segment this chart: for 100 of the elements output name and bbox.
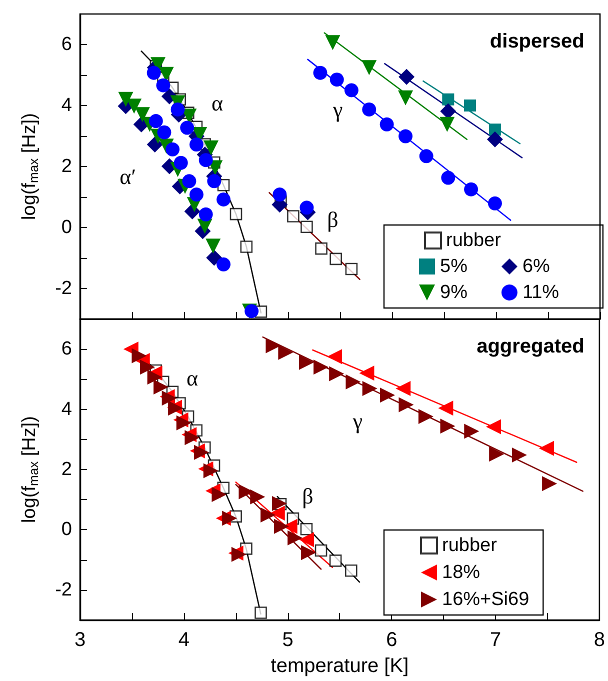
point — [489, 446, 504, 462]
point — [260, 507, 276, 522]
point — [442, 93, 454, 106]
point — [272, 188, 287, 202]
point — [198, 207, 213, 222]
point — [266, 338, 281, 354]
legend-label: 16%+Si69 — [442, 589, 530, 610]
legend-label: 11% — [522, 282, 560, 303]
point — [330, 252, 342, 266]
point — [198, 153, 213, 168]
point — [327, 349, 342, 364]
point — [346, 374, 361, 390]
x-tick-label: 8 — [594, 629, 605, 651]
point — [440, 418, 456, 434]
point — [300, 220, 313, 234]
point — [300, 522, 313, 536]
point — [344, 83, 358, 98]
point — [314, 544, 328, 557]
point — [158, 66, 174, 82]
point — [398, 397, 414, 412]
annotation: α — [186, 365, 199, 390]
point — [301, 545, 316, 560]
y-tick-label: 4 — [61, 398, 72, 420]
point — [362, 102, 376, 116]
point — [189, 138, 204, 152]
point — [398, 129, 413, 144]
point — [134, 107, 150, 122]
point — [174, 156, 188, 170]
point — [180, 120, 194, 135]
legend-label: 9% — [440, 282, 468, 303]
y-tick-label: 2 — [61, 459, 72, 480]
point — [203, 463, 218, 478]
point — [216, 257, 231, 272]
point — [486, 419, 501, 434]
point — [157, 125, 172, 140]
point — [512, 448, 527, 463]
point — [126, 98, 142, 114]
x-tick-label: 6 — [386, 629, 398, 651]
point — [156, 78, 170, 92]
point — [298, 354, 314, 370]
y-tick-label: 6 — [61, 34, 72, 55]
y-tick-label: 2 — [61, 156, 72, 177]
point — [270, 506, 285, 521]
annotation: γ — [332, 96, 344, 122]
y-tick-label: -2 — [55, 278, 72, 299]
y-axis-title: log(fmax [Hz]) — [19, 113, 41, 220]
point — [206, 238, 221, 254]
point — [419, 149, 434, 164]
annotation: β — [327, 207, 338, 232]
legend-label: 5% — [440, 256, 468, 277]
point — [440, 116, 455, 132]
x-tick-label: 4 — [178, 629, 190, 651]
point — [538, 440, 554, 456]
x-tick-label: 3 — [74, 629, 86, 651]
point — [182, 108, 197, 124]
legend-label: 18% — [442, 562, 480, 583]
point — [250, 489, 266, 504]
point — [207, 174, 222, 188]
y-tick-label: 0 — [61, 217, 72, 238]
point — [189, 188, 204, 202]
x-tick-label: 7 — [490, 629, 502, 651]
point — [396, 381, 411, 396]
point — [464, 100, 476, 112]
point — [325, 35, 340, 50]
point — [345, 262, 358, 276]
point — [359, 366, 374, 381]
point — [315, 242, 328, 255]
point — [184, 430, 200, 446]
point — [230, 208, 242, 220]
x-tick-label: 5 — [282, 629, 294, 651]
point — [166, 142, 180, 156]
point — [542, 476, 558, 492]
point — [274, 518, 290, 534]
point — [254, 606, 267, 619]
point — [464, 182, 478, 196]
annotation: dispersed — [490, 30, 584, 52]
annotation: γ — [352, 408, 363, 434]
annotation: α — [212, 90, 224, 116]
point — [380, 117, 394, 132]
y-tick-label: 4 — [61, 95, 72, 116]
point — [300, 200, 314, 215]
annotation: β — [302, 483, 314, 508]
point — [380, 388, 396, 403]
point — [140, 360, 156, 375]
point — [206, 250, 222, 266]
y-tick-label: 6 — [61, 338, 72, 360]
point — [330, 72, 344, 87]
point — [398, 68, 415, 85]
point — [344, 564, 358, 577]
point — [329, 554, 342, 567]
point — [240, 240, 253, 253]
point — [170, 102, 185, 116]
point — [278, 344, 294, 360]
point — [231, 546, 246, 562]
annotation: aggregated — [476, 335, 584, 358]
point — [222, 510, 238, 526]
point — [329, 366, 344, 382]
y-axis-title: log(fmax [Hz]) — [19, 416, 41, 523]
legend-label: 6% — [522, 256, 550, 277]
point — [441, 170, 456, 185]
